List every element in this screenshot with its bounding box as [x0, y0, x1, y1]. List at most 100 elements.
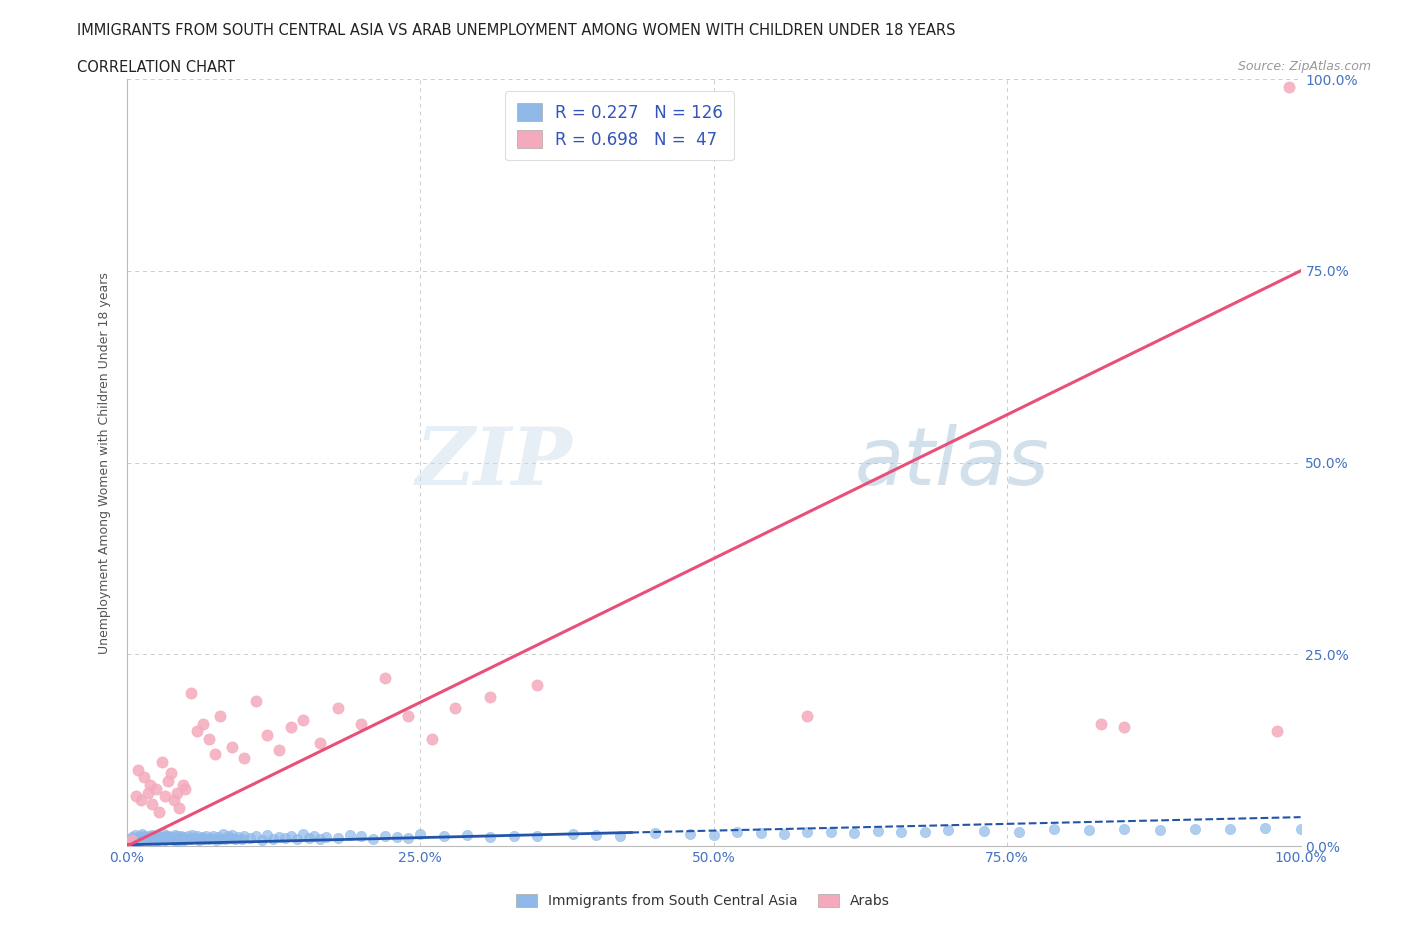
Point	[134, 832, 156, 847]
Point	[127, 833, 149, 848]
Point	[233, 751, 256, 765]
Point	[166, 829, 188, 844]
Point	[141, 831, 163, 846]
Point	[1090, 716, 1112, 731]
Point	[170, 832, 193, 847]
Point	[125, 832, 148, 847]
Text: Source: ZipAtlas.com: Source: ZipAtlas.com	[1237, 60, 1371, 73]
Point	[191, 716, 214, 731]
Text: ZIP: ZIP	[416, 424, 572, 501]
Point	[297, 830, 319, 845]
Point	[186, 828, 208, 843]
Point	[193, 831, 215, 846]
Point	[609, 828, 631, 843]
Point	[135, 830, 157, 844]
Point	[179, 832, 201, 847]
Point	[174, 781, 197, 796]
Point	[1184, 821, 1206, 836]
Point	[526, 678, 548, 693]
Point	[644, 826, 666, 841]
Point	[173, 832, 195, 847]
Point	[134, 828, 156, 843]
Point	[256, 828, 278, 843]
Point	[197, 731, 219, 746]
Point	[146, 833, 169, 848]
Point	[145, 781, 167, 796]
Point	[163, 828, 186, 843]
Point	[153, 827, 176, 842]
Point	[250, 832, 273, 847]
Point	[585, 828, 607, 843]
Point	[172, 830, 194, 844]
Point	[396, 709, 419, 724]
Point	[1043, 822, 1066, 837]
Point	[148, 831, 170, 846]
Point	[1219, 822, 1241, 837]
Point	[141, 797, 163, 812]
Point	[304, 828, 326, 843]
Point	[396, 830, 419, 845]
Point	[134, 770, 156, 785]
Point	[148, 804, 170, 819]
Point	[169, 830, 191, 845]
Point	[136, 785, 159, 800]
Point	[221, 739, 243, 754]
Legend: R = 0.227   N = 126, R = 0.698   N =  47: R = 0.227 N = 126, R = 0.698 N = 47	[505, 91, 734, 160]
Point	[129, 792, 152, 807]
Point	[1254, 820, 1277, 835]
Point	[245, 693, 267, 708]
Point	[1114, 822, 1136, 837]
Point	[150, 754, 173, 769]
Point	[143, 830, 166, 845]
Text: CORRELATION CHART: CORRELATION CHART	[77, 60, 235, 75]
Point	[125, 789, 148, 804]
Point	[181, 828, 204, 843]
Point	[162, 792, 184, 807]
Point	[172, 777, 194, 792]
Point	[218, 830, 240, 845]
Point	[309, 736, 332, 751]
Point	[128, 829, 150, 844]
Point	[174, 831, 197, 846]
Point	[122, 834, 145, 849]
Point	[374, 828, 396, 843]
Point	[127, 763, 149, 777]
Point	[204, 747, 226, 762]
Point	[159, 832, 181, 847]
Point	[409, 827, 432, 842]
Point	[221, 828, 243, 843]
Point	[209, 709, 232, 724]
Point	[280, 720, 302, 735]
Point	[262, 831, 284, 846]
Point	[326, 830, 349, 845]
Point	[121, 832, 143, 847]
Point	[214, 832, 236, 847]
Point	[200, 830, 222, 845]
Legend: Immigrants from South Central Asia, Arabs: Immigrants from South Central Asia, Arab…	[510, 889, 896, 914]
Point	[136, 830, 159, 845]
Point	[141, 828, 163, 843]
Point	[202, 828, 225, 843]
Point	[361, 831, 384, 846]
Text: atlas: atlas	[855, 424, 1049, 501]
Point	[844, 826, 866, 841]
Point	[169, 828, 191, 843]
Point	[890, 824, 912, 839]
Point	[526, 829, 548, 844]
Point	[1289, 821, 1312, 836]
Point	[280, 829, 302, 844]
Point	[127, 830, 149, 845]
Point	[866, 824, 889, 839]
Point	[209, 831, 232, 846]
Point	[914, 825, 936, 840]
Point	[149, 830, 172, 844]
Point	[773, 827, 796, 842]
Point	[169, 801, 191, 816]
Point	[167, 833, 190, 848]
Point	[269, 830, 291, 844]
Point	[239, 830, 262, 845]
Point	[155, 832, 177, 847]
Y-axis label: Unemployment Among Women with Children Under 18 years: Unemployment Among Women with Children U…	[97, 272, 111, 654]
Point	[183, 830, 205, 845]
Point	[142, 832, 165, 847]
